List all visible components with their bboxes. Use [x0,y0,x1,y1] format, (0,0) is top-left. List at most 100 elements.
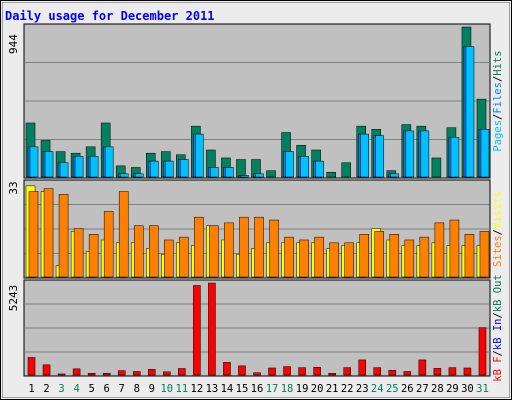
bar-kbf-day-1 [27,357,36,376]
bar-pages-day-15 [240,175,249,178]
x-tick-label-day-19: 19 [296,383,309,395]
bar-pages-day-6 [104,146,114,178]
bar-pages-day-14 [225,167,234,178]
bar-sites-day-8 [133,225,144,278]
chart-panels [23,23,491,377]
x-tick-label-day-18: 18 [281,383,294,395]
bar-sites-day-15 [239,216,249,278]
bar-pages-day-19 [300,156,309,178]
bar-pages-day-1 [29,146,39,178]
bar-sites-day-4 [73,228,84,278]
bar-sites-day-6 [103,211,114,278]
bar-pages-day-9 [150,160,159,178]
x-axis-day-labels: 1 2 3 4 5 6 7 8 9 10 11 12 13 14 15 16 17 18 19 20 21 22 23 24 2… [28,383,488,395]
bar-pages-day-7 [119,173,129,178]
x-tick-label-day-16: 16 [251,383,264,395]
legend-entry: kB Out [492,274,504,312]
bar-kbf-day-25 [388,370,397,376]
x-tick-label-day-6: 6 [104,383,110,395]
x-tick-label-day-9: 9 [149,383,155,395]
bar-pages-day-8 [134,173,144,178]
x-tick-label-day-1: 1 [28,383,34,395]
bar-kbf-day-30 [463,367,472,376]
bar-sites-day-26 [404,239,415,278]
bar-kbf-day-3 [57,373,66,376]
bar-hits-day-21 [326,171,336,178]
x-tick-label-day-28: 28 [431,383,444,395]
legend-top: Pages/Files/Hits [492,50,504,151]
bar-sites-day-18 [284,236,294,278]
bar-pages-day-16 [255,173,264,178]
bar-kbf-day-10 [163,371,171,376]
x-tick-label-day-29: 29 [446,383,459,395]
bar-kbf-day-24 [373,367,382,376]
bar-sites-day-17 [269,219,279,278]
bar-sites-day-24 [374,231,385,278]
legend-entry: Sites [492,235,504,267]
bar-pages-day-26 [405,130,415,178]
bar-pages-day-4 [74,156,84,178]
bar-kbf-day-11 [178,368,186,376]
bar-kbf-day-23 [358,359,366,376]
legend-entry: Visits [492,191,504,229]
bar-kbf-day-6 [102,372,111,376]
bar-sites-day-23 [359,234,369,278]
bar-kbf-day-19 [298,367,306,376]
bar-hits-day-28 [431,157,442,178]
legend-entry: / [492,312,504,318]
x-tick-label-day-30: 30 [461,383,474,395]
legend-entry: / [492,76,504,82]
bar-hits-day-17 [266,170,276,178]
bar-pages-day-23 [360,133,369,178]
bar-sites-day-16 [254,216,264,278]
x-tick-label-day-31: 31 [476,383,489,395]
bar-pages-day-31 [480,129,490,178]
chart-inner-border [2,2,510,398]
legend-entry: / [492,350,504,356]
bar-kbf-day-28 [433,368,442,376]
bar-kbf-day-20 [313,367,321,376]
bar-kbf-day-16 [253,372,261,376]
bar-sites-day-2 [43,188,54,278]
bar-sites-day-25 [389,234,400,278]
bar-pages-day-27 [420,130,430,178]
legend-entry: Hits [492,50,504,75]
x-tick-label-day-14: 14 [221,383,234,395]
bar-kbf-day-15 [238,365,246,376]
bar-pages-day-30 [465,46,475,178]
bar-hits-day-15 [236,159,246,178]
bar-sites-day-21 [329,242,339,278]
x-tick-label-day-13: 13 [206,383,219,395]
bar-pages-day-11 [180,159,189,178]
bar-kbf-day-22 [343,367,351,376]
y-axis-tick-labels: 944 33 5243 [7,34,20,312]
bar-pages-day-24 [375,135,385,178]
x-tick-label-day-7: 7 [119,383,125,395]
bar-kbf-day-9 [148,369,156,376]
bar-pages-day-3 [59,162,69,178]
legend-entry: / [492,114,504,120]
y-tick-label-middle: 33 [7,181,20,194]
legend-entry: Pages [492,120,504,152]
x-tick-label-day-22: 22 [341,383,354,395]
legend-entry: kB F [492,356,504,381]
bar-kbf-day-31 [478,327,487,376]
bar-sites-day-1 [28,191,39,278]
bar-sites-day-28 [434,222,445,278]
x-tick-label-day-17: 17 [266,383,279,395]
x-tick-label-day-20: 20 [311,383,324,395]
x-tick-label-day-11: 11 [176,383,189,395]
bar-hits-day-22 [341,162,351,178]
bar-sites-day-22 [344,242,354,278]
x-tick-label-day-27: 27 [416,383,429,395]
bar-sites-day-10 [164,239,174,278]
x-tick-label-day-2: 2 [43,383,49,395]
bar-kbf-day-17 [268,367,276,376]
x-tick-label-day-12: 12 [191,383,204,395]
panel-top [23,23,491,179]
bar-sites-day-29 [449,219,460,278]
panel-bottom [23,279,491,377]
bar-pages-day-20 [315,160,324,178]
bar-pages-day-10 [165,160,174,178]
